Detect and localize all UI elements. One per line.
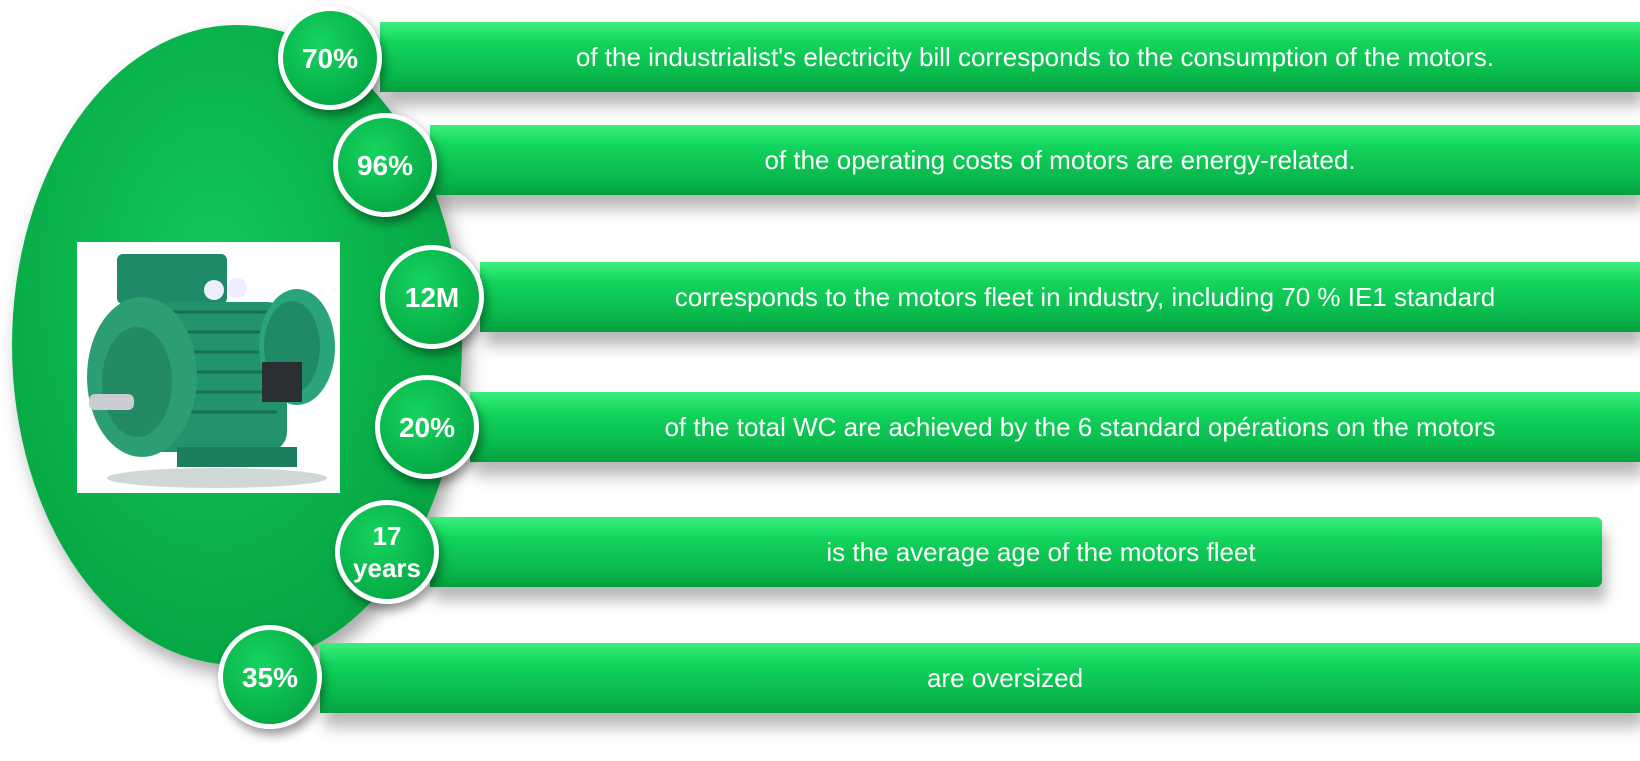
stat-text: of the industrialist's electricity bill … bbox=[380, 22, 1640, 92]
stat-badge: 70% bbox=[278, 6, 382, 110]
stat-badge: 17 years bbox=[335, 500, 439, 604]
stat-text: of the total WC are achieved by the 6 st… bbox=[470, 392, 1640, 462]
stat-text: are oversized bbox=[320, 643, 1640, 713]
stat-badge: 35% bbox=[218, 625, 322, 729]
stat-badge: 12M bbox=[380, 245, 484, 349]
stat-badge: 20% bbox=[375, 375, 479, 479]
motor-image bbox=[77, 242, 340, 493]
stat-text: corresponds to the motors fleet in indus… bbox=[480, 262, 1640, 332]
stat-text: of the operating costs of motors are ene… bbox=[430, 125, 1640, 195]
stat-badge: 96% bbox=[333, 113, 437, 217]
infographic: (() => { const data = JSON.parse(documen… bbox=[0, 0, 1640, 761]
stat-text: is the average age of the motors fleet bbox=[430, 517, 1602, 587]
